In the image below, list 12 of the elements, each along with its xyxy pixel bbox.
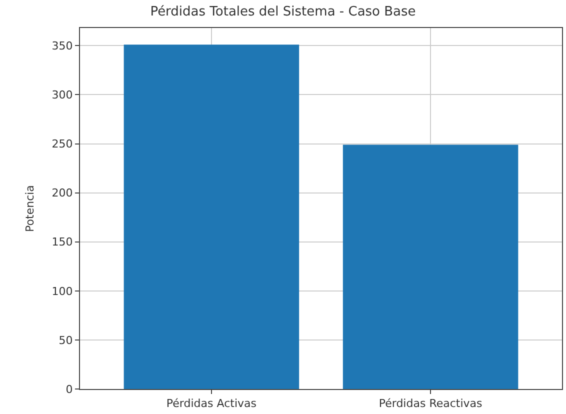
- x-tick-label: Pérdidas Activas: [166, 397, 257, 410]
- y-tick-label: 350: [52, 40, 73, 53]
- x-tick-label: Pérdidas Reactivas: [378, 397, 483, 410]
- y-tick-label: 0: [66, 382, 73, 396]
- y-tick-label: 200: [52, 186, 73, 200]
- chart-title: Pérdidas Totales del Sistema - Caso Base: [150, 4, 416, 20]
- y-tick-label: 50: [58, 334, 73, 347]
- y-tick-label: 250: [52, 138, 73, 151]
- y-tick-label: 150: [52, 236, 73, 249]
- y-tick-label: 100: [52, 284, 73, 298]
- y-tick-label: 300: [52, 88, 73, 102]
- y-axis-title: Potencia: [23, 185, 36, 232]
